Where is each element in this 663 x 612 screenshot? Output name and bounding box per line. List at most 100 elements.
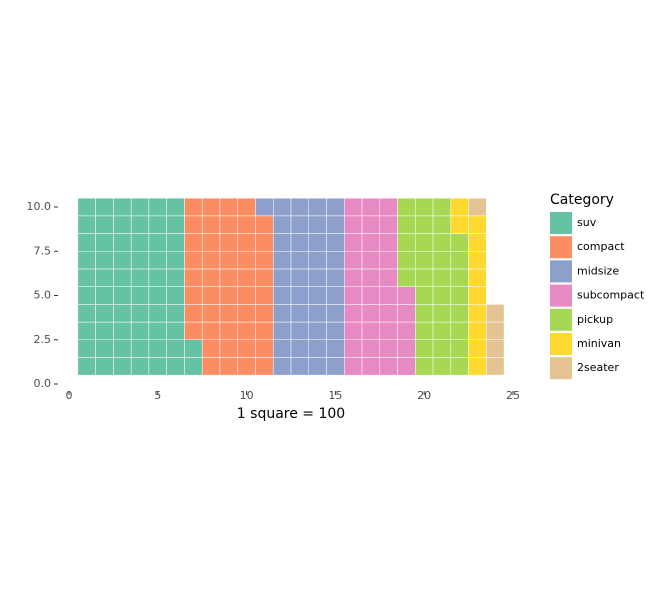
square — [290, 251, 310, 270]
square — [379, 339, 398, 358]
x-tick-label: 10 — [240, 389, 254, 402]
square — [77, 357, 96, 376]
square — [130, 286, 150, 305]
square — [237, 339, 256, 358]
square — [184, 357, 203, 376]
square — [130, 339, 150, 358]
square — [344, 286, 363, 305]
square — [184, 268, 203, 287]
square — [95, 233, 114, 252]
square — [130, 268, 150, 287]
square — [432, 286, 452, 305]
square — [379, 215, 398, 234]
square — [166, 339, 185, 358]
legend-key — [550, 212, 572, 234]
square — [361, 268, 381, 287]
square — [166, 357, 185, 376]
x-axis-label: 1 square = 100 — [237, 406, 345, 422]
square — [432, 197, 452, 217]
waffle-category — [450, 197, 487, 376]
square — [237, 233, 256, 252]
square — [290, 304, 310, 323]
square — [184, 215, 203, 234]
square — [77, 215, 96, 234]
square — [201, 357, 221, 376]
square — [450, 215, 469, 234]
square — [95, 339, 114, 358]
square — [219, 251, 238, 270]
square — [361, 251, 381, 270]
square — [77, 233, 96, 252]
square — [201, 233, 221, 252]
square — [255, 233, 274, 252]
square — [397, 321, 416, 340]
square — [272, 215, 292, 234]
square — [344, 251, 363, 270]
waffle-category — [184, 197, 274, 376]
square — [113, 215, 132, 234]
square — [255, 251, 274, 270]
square — [432, 215, 452, 234]
square — [237, 268, 256, 287]
square — [148, 268, 167, 287]
square — [344, 268, 363, 287]
legend-key — [550, 333, 572, 355]
square — [308, 339, 327, 358]
square — [272, 286, 292, 305]
square — [219, 304, 238, 323]
square — [166, 286, 185, 305]
square — [486, 321, 505, 340]
square — [166, 197, 185, 217]
square — [255, 197, 274, 217]
square — [95, 215, 114, 234]
square — [237, 357, 256, 376]
square — [432, 233, 452, 252]
square — [219, 339, 238, 358]
square — [290, 321, 310, 340]
square — [432, 357, 452, 376]
square — [130, 357, 150, 376]
square — [290, 286, 310, 305]
square — [379, 286, 398, 305]
square — [379, 251, 398, 270]
x-tick-label: 25 — [506, 389, 520, 402]
square — [113, 233, 132, 252]
square — [255, 339, 274, 358]
square — [468, 233, 487, 252]
square — [468, 215, 487, 234]
square — [166, 321, 185, 340]
square — [113, 339, 132, 358]
square — [237, 197, 256, 217]
x-tick-label: 20 — [417, 389, 431, 402]
waffle-category — [397, 197, 469, 376]
square — [219, 233, 238, 252]
square — [432, 251, 452, 270]
y-tick-label: 10.0 — [27, 200, 52, 213]
waffle-category — [344, 197, 416, 376]
waffle-category — [77, 197, 203, 376]
square — [201, 304, 221, 323]
square — [113, 251, 132, 270]
square — [361, 321, 381, 340]
square — [237, 251, 256, 270]
square — [237, 215, 256, 234]
square — [432, 339, 452, 358]
square — [272, 321, 292, 340]
square — [290, 357, 310, 376]
square — [450, 304, 469, 323]
square — [184, 251, 203, 270]
square — [219, 215, 238, 234]
y-tick-label: 2.5 — [34, 333, 52, 346]
square — [415, 215, 434, 234]
square — [326, 215, 345, 234]
square — [184, 321, 203, 340]
square — [255, 304, 274, 323]
square — [450, 357, 469, 376]
square — [397, 233, 416, 252]
square — [450, 197, 469, 217]
square — [450, 286, 469, 305]
square — [148, 233, 167, 252]
square — [95, 321, 114, 340]
square — [166, 268, 185, 287]
square — [432, 304, 452, 323]
